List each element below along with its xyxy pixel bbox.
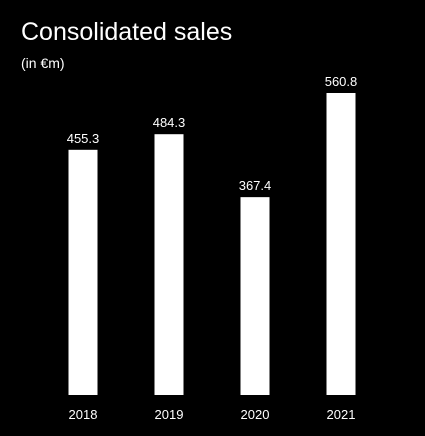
data-label-2019: 484.3 <box>153 115 186 130</box>
x-tick-label-2020: 2020 <box>241 407 270 422</box>
data-label-2018: 455.3 <box>67 131 100 146</box>
chart-subtitle: (in €m) <box>21 55 65 71</box>
bar-2019 <box>154 134 184 395</box>
data-label-2020: 367.4 <box>239 178 272 193</box>
x-tick-label-2019: 2019 <box>155 407 184 422</box>
chart-title: Consolidated sales <box>21 18 233 46</box>
data-label-2021: 560.8 <box>325 74 358 89</box>
x-tick-label-2018: 2018 <box>69 407 98 422</box>
bar-2020 <box>240 197 270 395</box>
x-tick-label-2021: 2021 <box>327 407 356 422</box>
bar-2021 <box>326 93 356 395</box>
bar-2018 <box>68 149 98 395</box>
